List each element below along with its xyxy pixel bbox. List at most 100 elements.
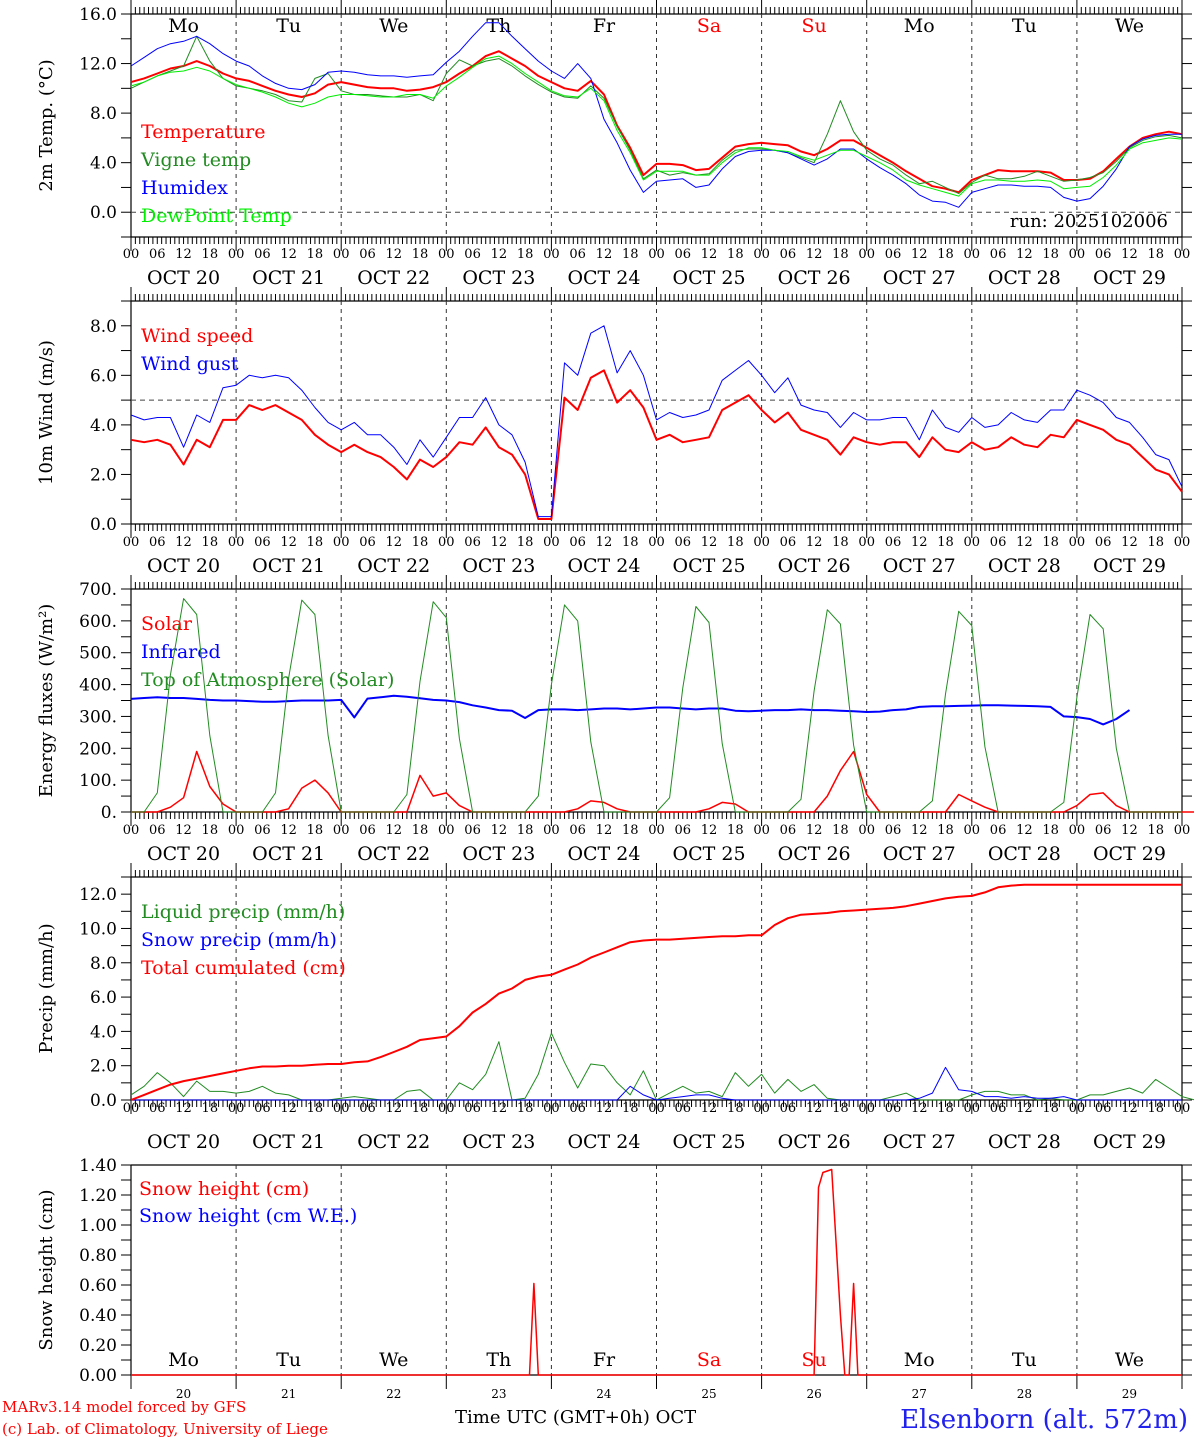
x-hour-label: 06: [464, 1101, 481, 1116]
y-axis-label: Precip (mm/h): [36, 923, 57, 1053]
y-tick-label: 12.0: [79, 885, 117, 905]
x-hour-label: 00: [1069, 247, 1086, 262]
x-date-label: OCT 25: [673, 555, 746, 577]
x-hour-label: 18: [937, 535, 954, 550]
x-hour-label: 18: [727, 247, 744, 262]
x-date-label: OCT 20: [147, 267, 220, 289]
x-date-label: OCT 23: [462, 1131, 535, 1153]
x-date-label: OCT 26: [778, 267, 851, 289]
legend-entry: Liquid precip (mm/h): [141, 901, 345, 923]
x-hour-label: 06: [1095, 535, 1112, 550]
x-hour-label: 12: [175, 247, 192, 262]
x-hour-label: 18: [307, 535, 324, 550]
x-date-label: OCT 28: [988, 1131, 1061, 1153]
x-hour-label: 06: [254, 247, 271, 262]
y-tick-label: 700.: [79, 580, 117, 600]
y-tick-label: 4.0: [90, 154, 117, 174]
x-hour-label: 06: [359, 247, 376, 262]
x-hour-label: 18: [1042, 823, 1059, 838]
x-hour-label: 18: [622, 535, 639, 550]
y-axis-label: Energy fluxes (W/m²): [36, 604, 57, 798]
legend-entry: Vigne temp: [140, 149, 251, 171]
x-hour-label: 12: [1016, 823, 1033, 838]
x-hour-label: 06: [464, 823, 481, 838]
y-tick-label: 0.0: [90, 515, 117, 535]
x-axis-title: Time UTC (GMT+0h) OCT: [455, 1407, 696, 1428]
x-hour-label: 18: [622, 823, 639, 838]
y-tick-label: 200.: [79, 739, 117, 759]
x-hour-label: 18: [622, 247, 639, 262]
x-hour-label: 00: [438, 247, 455, 262]
run-annotation: run: 2025102006: [1010, 211, 1168, 232]
weekday-label: Mo: [904, 15, 935, 37]
x-date-label: OCT 23: [462, 267, 535, 289]
x-hour-label: 18: [517, 247, 534, 262]
x-hour-label: 12: [911, 247, 928, 262]
x-hour-label: 06: [675, 823, 692, 838]
x-date-label: OCT 25: [673, 1131, 746, 1153]
y-tick-label: 10.0: [79, 919, 117, 939]
x-daynum-label: 22: [386, 1387, 401, 1401]
x-hour-label: 06: [1095, 1101, 1112, 1116]
x-hour-label: 12: [911, 823, 928, 838]
x-date-label: OCT 27: [883, 267, 956, 289]
x-hour-label: 00: [858, 535, 875, 550]
x-date-label: OCT 21: [252, 555, 325, 577]
x-hour-label: 18: [832, 535, 849, 550]
x-hour-label: 12: [596, 1101, 613, 1116]
weekday-label: Tu: [1012, 15, 1037, 37]
x-hour-label: 18: [412, 1101, 429, 1116]
y-tick-label: 0.00: [79, 1366, 117, 1386]
x-daynum-label: 29: [1122, 1387, 1137, 1401]
x-hour-label: 12: [596, 823, 613, 838]
y-tick-label: 300.: [79, 707, 117, 727]
y-tick-label: 16.0: [79, 5, 117, 25]
legend-entry: Snow height (cm): [139, 1178, 309, 1200]
x-hour-label: 06: [990, 823, 1007, 838]
x-hour-label: 06: [990, 247, 1007, 262]
x-hour-label: 12: [596, 247, 613, 262]
x-hour-label: 06: [675, 535, 692, 550]
legend-entry: Total cumulated (cm): [141, 957, 346, 979]
y-tick-label: 500.: [79, 644, 117, 664]
x-hour-label: 18: [307, 247, 324, 262]
x-hour-label: 00: [1174, 823, 1191, 838]
x-hour-label: 00: [543, 823, 560, 838]
x-hour-label: 18: [307, 823, 324, 838]
x-hour-label: 12: [701, 535, 718, 550]
x-hour-label: 00: [123, 823, 140, 838]
x-hour-label: 06: [569, 1101, 586, 1116]
x-hour-label: 12: [280, 1101, 297, 1116]
x-hour-label: 18: [937, 1101, 954, 1116]
x-hour-label: 06: [990, 1101, 1007, 1116]
x-daynum-label: 26: [807, 1387, 822, 1401]
x-date-label: OCT 24: [567, 555, 640, 577]
x-hour-label: 06: [569, 823, 586, 838]
x-hour-label: 06: [359, 823, 376, 838]
y-tick-label: 8.0: [90, 954, 117, 974]
x-hour-label: 00: [1069, 535, 1086, 550]
x-hour-label: 06: [1095, 823, 1112, 838]
x-hour-label: 00: [123, 247, 140, 262]
series-line-humidex: [130, 22, 1182, 208]
x-hour-label: 00: [543, 535, 560, 550]
weekday-label: Mo: [168, 15, 199, 37]
x-hour-label: 00: [753, 1101, 770, 1116]
x-hour-label: 00: [964, 247, 981, 262]
x-hour-label: 00: [964, 1101, 981, 1116]
x-hour-label: 06: [149, 535, 166, 550]
x-hour-label: 06: [780, 247, 797, 262]
x-date-label: OCT 25: [673, 843, 746, 865]
x-date-label: OCT 21: [252, 843, 325, 865]
x-hour-label: 06: [149, 1101, 166, 1116]
y-tick-label: 0.0: [90, 1091, 117, 1111]
x-date-label: OCT 28: [988, 555, 1061, 577]
x-hour-label: 12: [385, 535, 402, 550]
x-hour-label: 00: [333, 823, 350, 838]
weekday-label: Mo: [168, 1349, 199, 1371]
x-hour-label: 00: [648, 823, 665, 838]
x-hour-label: 18: [1147, 535, 1164, 550]
x-hour-label: 00: [648, 247, 665, 262]
x-hour-label: 00: [333, 1101, 350, 1116]
x-hour-label: 00: [1069, 1101, 1086, 1116]
